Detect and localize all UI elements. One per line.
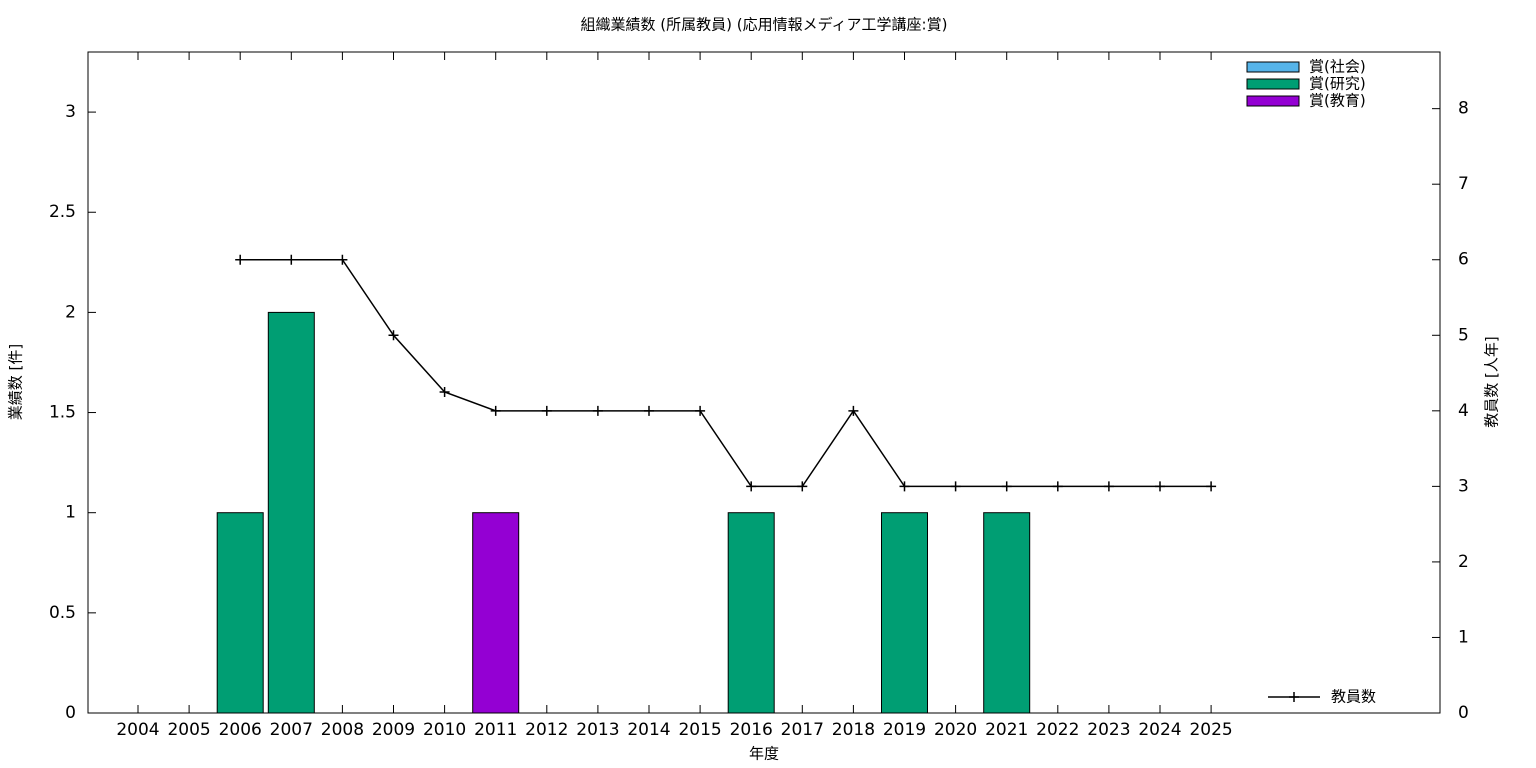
point-marker: [286, 254, 297, 265]
legend-label: 賞(研究): [1309, 75, 1366, 93]
x-axis-label: 年度: [749, 745, 779, 763]
bar: [727, 512, 775, 714]
bar: [472, 512, 520, 714]
point-marker: [1155, 481, 1165, 492]
bar: [881, 512, 928, 714]
point-marker: [337, 254, 348, 265]
y2-axis-label: 教員数 [人年]: [1483, 336, 1501, 427]
y2-tick-label: 5: [1458, 325, 1469, 345]
legend-swatch: [1246, 78, 1300, 90]
point-marker: [1052, 481, 1063, 492]
y-tick-label: 1.5: [49, 403, 76, 423]
x-tick-label: 2009: [372, 720, 415, 740]
x-tick-label: 2004: [116, 720, 159, 740]
legend-label: 賞(社会): [1309, 58, 1366, 76]
point-marker: [235, 254, 246, 265]
x-tick-label: 2015: [678, 720, 721, 740]
x-tick-label: 2025: [1189, 720, 1232, 740]
point-marker: [1206, 481, 1217, 492]
legend-label: 賞(教育): [1309, 92, 1366, 110]
point-marker: [541, 405, 552, 416]
y2-tick-label: 0: [1458, 703, 1469, 723]
point-marker: [439, 386, 450, 397]
y-tick-label: 3: [65, 102, 76, 122]
x-tick-label: 2020: [934, 720, 977, 740]
x-tick-label: 2010: [423, 720, 466, 740]
point-marker: [899, 481, 910, 492]
point-marker: [746, 481, 757, 492]
y-tick-label: 2.5: [49, 202, 76, 222]
x-tick-label: 2024: [1138, 720, 1181, 740]
point-marker: [797, 481, 808, 492]
x-tick-label: 2011: [474, 720, 517, 740]
y-axis-label: 業績数 [件]: [7, 344, 25, 420]
x-tick-label: 2017: [781, 720, 824, 740]
point-marker: [388, 330, 399, 341]
x-tick-label: 2006: [219, 720, 262, 740]
y2-tick-label: 4: [1458, 401, 1469, 421]
bar: [216, 512, 264, 714]
legend-swatch: [1246, 61, 1300, 73]
x-tick-label: 2014: [627, 720, 670, 740]
point-marker: [950, 481, 961, 492]
x-tick-label: 2021: [985, 720, 1028, 740]
y2-tick-label: 3: [1458, 476, 1469, 496]
chart-title: 組織業績数 (所属教員) (応用情報メディア工学講座:賞): [581, 16, 948, 34]
x-tick-label: 2012: [525, 720, 568, 740]
x-tick-label: 2022: [1036, 720, 1079, 740]
point-marker: [695, 405, 706, 416]
x-tick-label: 2023: [1087, 720, 1130, 740]
bar: [267, 311, 315, 714]
x-tick-label: 2019: [883, 720, 926, 740]
point-marker: [1001, 481, 1012, 492]
x-tick-label: 2008: [321, 720, 364, 740]
point-marker: [644, 405, 654, 416]
point-marker: [490, 405, 501, 416]
y2-tick-label: 6: [1458, 250, 1469, 270]
y-tick-label: 1: [65, 503, 76, 523]
y-tick-label: 0: [65, 703, 76, 723]
x-tick-label: 2013: [576, 720, 619, 740]
y2-tick-label: 7: [1458, 174, 1469, 194]
x-tick-label: 2005: [167, 720, 210, 740]
point-marker: [592, 405, 603, 416]
legend-marker: [1289, 692, 1299, 702]
point-marker: [848, 405, 859, 416]
y-tick-label: 0.5: [49, 603, 76, 623]
y2-tick-label: 1: [1458, 627, 1469, 647]
point-marker: [1103, 481, 1114, 492]
y2-tick-label: 8: [1458, 99, 1469, 119]
y-tick-label: 2: [65, 302, 76, 322]
legend-label: 教員数: [1331, 688, 1376, 706]
x-tick-label: 2016: [730, 720, 773, 740]
x-tick-label: 2007: [270, 720, 313, 740]
x-tick-label: 2018: [832, 720, 875, 740]
legend-swatch: [1246, 95, 1300, 107]
y2-tick-label: 2: [1458, 552, 1469, 572]
bar: [983, 512, 1031, 714]
line: [240, 258, 1212, 488]
